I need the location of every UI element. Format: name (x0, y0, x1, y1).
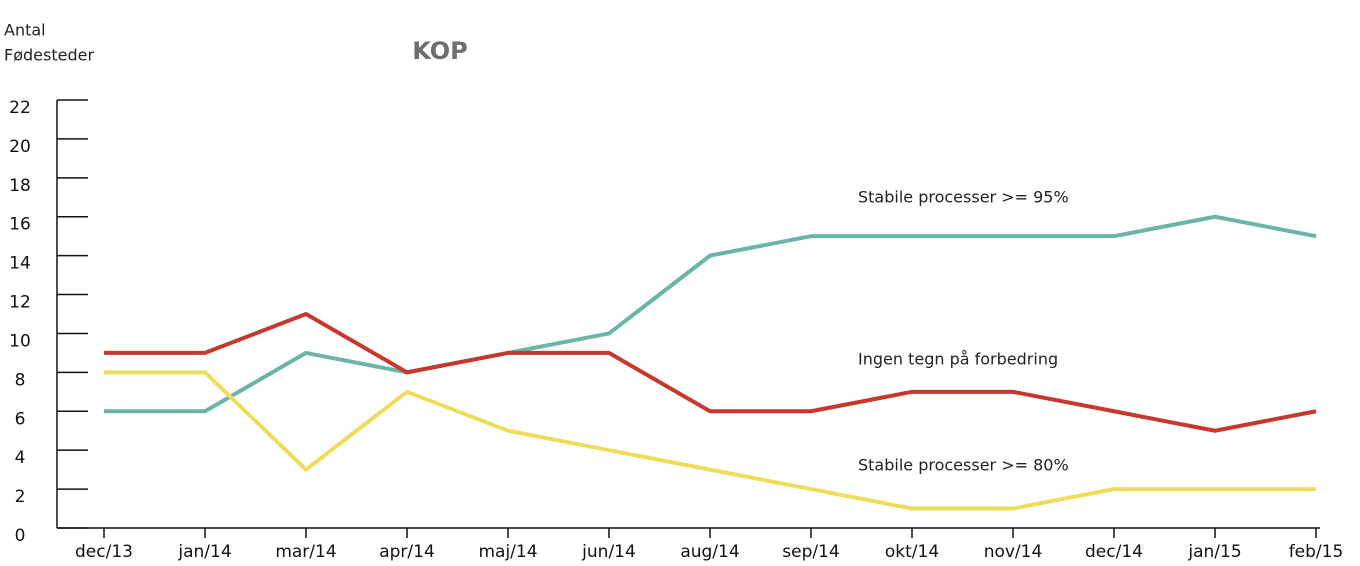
y-tick-label: 16 (9, 215, 31, 235)
x-tick-label: nov/14 (984, 542, 1043, 562)
y-tick-label: 4 (15, 448, 26, 468)
y-tick-label: 18 (9, 176, 31, 196)
series-label: Ingen tegn på forbedring (858, 350, 1058, 369)
x-tick-label: maj/14 (478, 542, 537, 562)
x-tick-label: feb/15 (1289, 542, 1344, 562)
series-line (104, 214, 1317, 414)
y-tick-label: 20 (9, 137, 31, 157)
y-tick-label: 12 (9, 293, 31, 313)
x-tick-label: aug/14 (680, 542, 739, 562)
x-tick-label: jan/15 (1187, 542, 1241, 562)
chart-title: KOP (412, 37, 468, 65)
y-axis-label: Antal (4, 21, 46, 40)
series-line (104, 370, 1316, 511)
y-tick-label: 0 (15, 526, 26, 546)
y-tick-label: 2 (15, 487, 26, 507)
y-tick-label: 14 (9, 254, 31, 274)
x-tick-label: mar/14 (275, 542, 336, 562)
series-label: Stabile processer >= 80% (858, 456, 1069, 475)
series-label: Stabile processer >= 95% (858, 188, 1069, 207)
x-tick-label: dec/13 (75, 542, 133, 562)
x-tick-label: jan/14 (177, 542, 231, 562)
series-line (104, 312, 1317, 433)
y-tick-label: 10 (9, 331, 31, 351)
y-tick-label: 22 (9, 98, 31, 118)
y-tick-label: 8 (15, 370, 26, 390)
y-tick-label: 6 (15, 409, 26, 429)
x-tick-label: sep/14 (782, 542, 839, 562)
x-tick-label: jun/14 (581, 542, 636, 562)
x-tick-label: apr/14 (379, 542, 435, 562)
x-tick-label: dec/14 (1085, 542, 1143, 562)
x-tick-label: okt/14 (885, 542, 939, 562)
y-axis-label: Fødesteder (4, 46, 94, 65)
